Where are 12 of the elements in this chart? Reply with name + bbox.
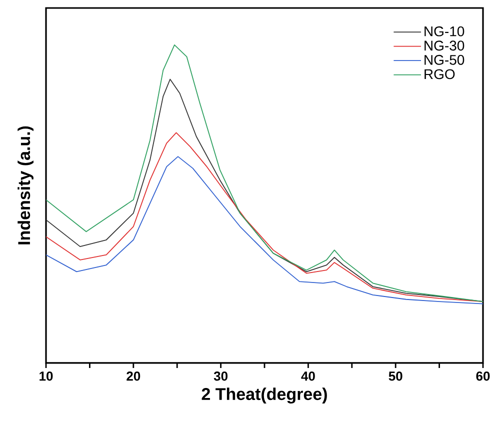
x-tick-label: 10	[40, 372, 53, 381]
x-tick-label: 60	[476, 372, 490, 381]
x-tick-label: 50	[388, 372, 402, 381]
x-axis-title: 2 Theat(degree)	[202, 388, 327, 404]
legend-label: NG-10	[424, 26, 464, 36]
x-tick-label: 20	[126, 372, 140, 381]
x-tick-label: 40	[301, 372, 315, 381]
legend-label: RGO	[424, 69, 455, 80]
y-axis-title: Indensity (a.u.)	[18, 126, 34, 244]
x-tick-label: 30	[214, 372, 228, 381]
legend-label: NG-50	[424, 54, 464, 65]
legend-label: NG-30	[424, 40, 464, 51]
